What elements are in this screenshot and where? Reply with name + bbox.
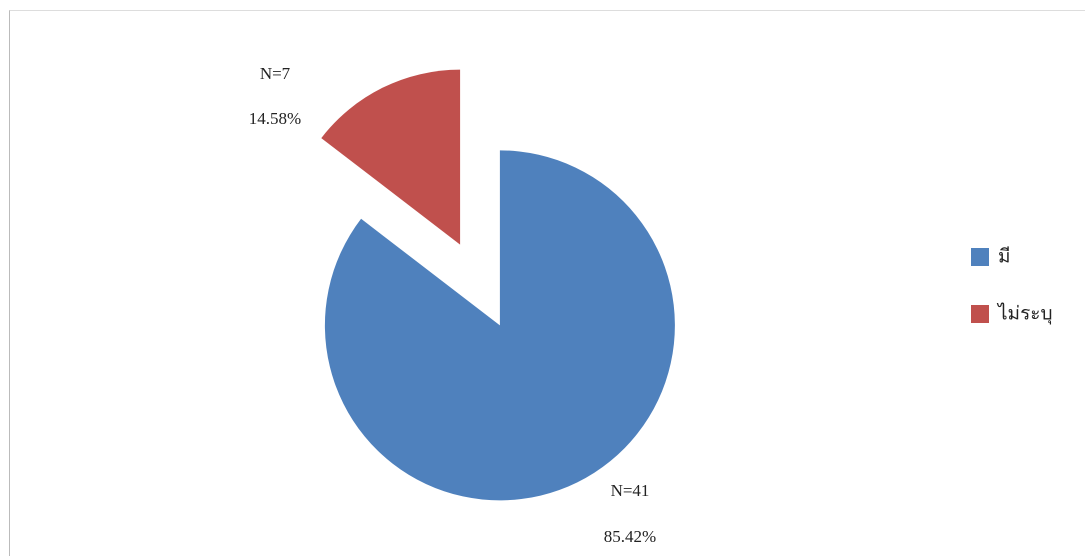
value-label: 85.42%: [604, 527, 656, 546]
n-label: N=41: [611, 481, 650, 500]
legend-swatch: [971, 305, 989, 323]
pie-slice: [321, 69, 461, 245]
legend-swatch: [971, 248, 989, 266]
value-label: 14.58%: [249, 109, 301, 128]
legend-label: มี: [998, 246, 1011, 268]
legend-label: ไม่ระบุ: [996, 303, 1053, 326]
n-label: N=7: [260, 64, 291, 83]
pie-slice: [324, 150, 675, 501]
